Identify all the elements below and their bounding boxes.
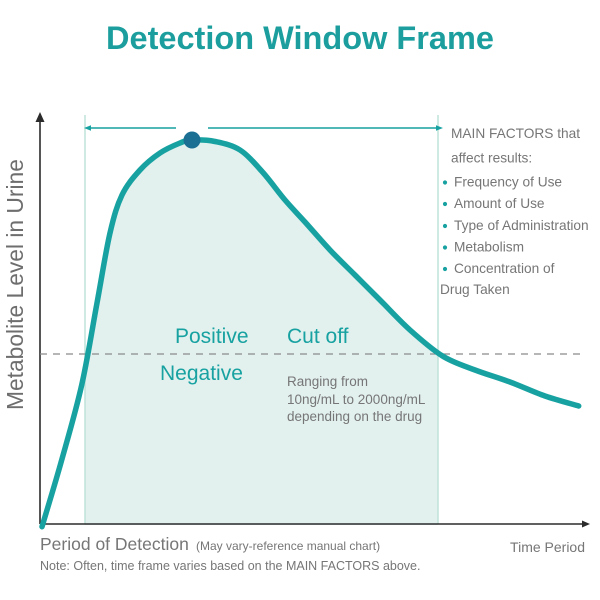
svg-text:(May vary-reference manual cha: (May vary-reference manual chart) xyxy=(196,539,380,553)
svg-text:Drug Taken: Drug Taken xyxy=(440,282,510,297)
svg-text:affect results:: affect results: xyxy=(451,151,532,166)
svg-text:depending on the drug: depending on the drug xyxy=(287,409,422,424)
svg-text:Type of Administration: Type of Administration xyxy=(454,218,589,233)
svg-text:MAIN FACTORS that: MAIN FACTORS that xyxy=(451,126,580,141)
svg-text:Cut off: Cut off xyxy=(287,325,349,348)
svg-text:Metabolite Level in Urine: Metabolite Level in Urine xyxy=(2,159,28,410)
svg-text:Positive: Positive xyxy=(175,325,249,348)
svg-text:Amount of Use: Amount of Use xyxy=(454,196,545,211)
svg-text:Metabolism: Metabolism xyxy=(454,240,524,255)
svg-text:10ng/mL to 2000ng/mL: 10ng/mL to 2000ng/mL xyxy=(287,392,426,407)
svg-text:Concentration of: Concentration of xyxy=(454,261,555,276)
svg-text:Period of Detection: Period of Detection xyxy=(40,534,189,554)
svg-text:Time Period: Time Period xyxy=(510,539,585,555)
svg-text:Detection Window Frame: Detection Window Frame xyxy=(106,20,494,56)
svg-text:Negative: Negative xyxy=(160,362,243,385)
svg-text:Note: Often, time frame varies: Note: Often, time frame varies based on … xyxy=(40,559,421,573)
svg-text:Frequency of Use: Frequency of Use xyxy=(454,175,562,190)
svg-text:Ranging from: Ranging from xyxy=(287,374,368,389)
